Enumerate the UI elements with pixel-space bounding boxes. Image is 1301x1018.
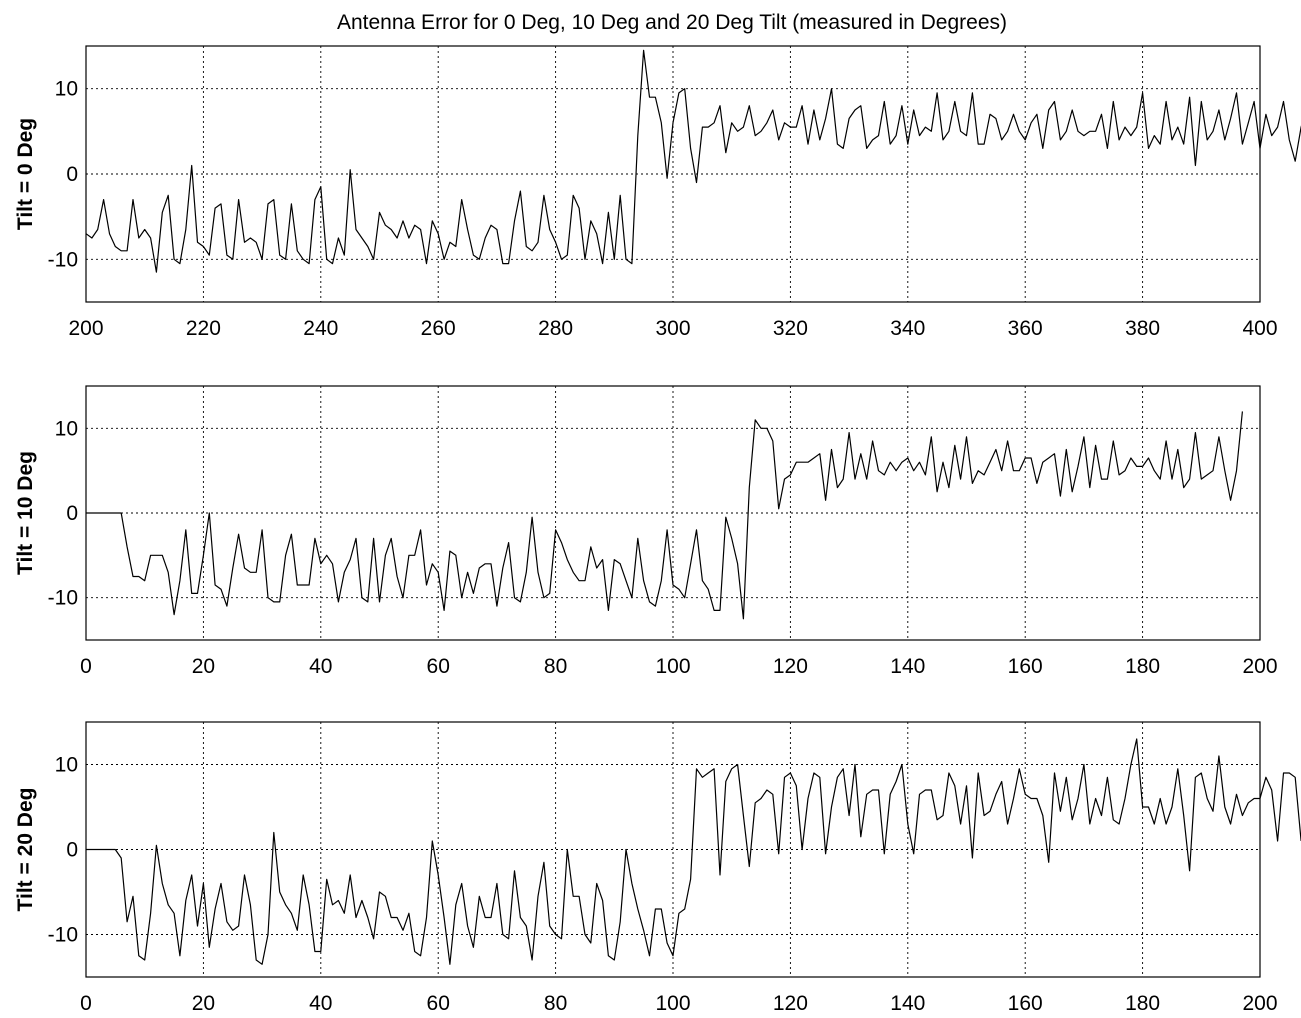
y-tick-label: 10	[55, 417, 78, 440]
y-tick-label: 0	[66, 163, 78, 186]
x-tick-label: 80	[544, 655, 567, 678]
x-tick-label: 0	[80, 992, 92, 1015]
x-tick-label: 260	[421, 317, 456, 340]
x-tick-label: 400	[1242, 317, 1277, 340]
x-tick-label: 120	[773, 992, 808, 1015]
x-tick-label: 100	[655, 655, 690, 678]
series-line	[85, 49, 1301, 273]
x-tick-label: 200	[1242, 655, 1277, 678]
subplot-3: 0 20 40 60 80 100 120 140 160 180 200 -10 0 10 Tilt = …	[14, 721, 1301, 1015]
x-tick-label: 200	[1242, 992, 1277, 1015]
x-tick-label: 140	[890, 992, 925, 1015]
x-tick-label: 240	[303, 317, 338, 340]
x-tick-label: 100	[655, 992, 690, 1015]
y-tick-label: -10	[48, 587, 78, 610]
x-tick-label: 80	[544, 992, 567, 1015]
x-tick-label: 20	[192, 655, 215, 678]
subplot-2: 0 20 40 60 80 100 120 140 160 180 200 -10 0 10 Tilt = …	[14, 385, 1278, 678]
y-tick-label: -10	[48, 248, 78, 271]
y-tick-label: 10	[55, 754, 78, 777]
y-axis-label: Tilt = 10 Deg	[14, 451, 37, 575]
x-tick-label: 220	[186, 317, 221, 340]
x-tick-label: 20	[192, 992, 215, 1015]
x-tick-label: 160	[1008, 992, 1043, 1015]
x-tick-label: 40	[309, 992, 332, 1015]
x-tick-label: 340	[890, 317, 925, 340]
x-tick-label: 200	[68, 317, 103, 340]
x-tick-label: 0	[80, 655, 92, 678]
y-tick-label: 10	[55, 78, 78, 101]
x-tick-label: 180	[1125, 655, 1160, 678]
series-line	[86, 411, 1243, 620]
subplot-group: 200 220 240 260 280 300 320 340 360 380 400-10010T…	[14, 45, 1301, 1015]
x-tick-label: 320	[773, 317, 808, 340]
x-tick-label: 60	[427, 992, 450, 1015]
y-axis-label: Tilt = 0 Deg	[14, 118, 37, 230]
x-tick-label: 300	[655, 317, 690, 340]
y-tick-label: -10	[48, 924, 78, 947]
subplot-1: 200 220 240 260 280 300 320 340 360 380 400 -10 0 10 T…	[14, 45, 1301, 340]
chart-title: Antenna Error for 0 Deg, 10 Deg and 20 D…	[337, 11, 1007, 34]
x-tick-label: 160	[1008, 655, 1043, 678]
x-tick-label: 140	[890, 655, 925, 678]
x-tick-label: 60	[427, 655, 450, 678]
x-tick-label: 120	[773, 655, 808, 678]
y-tick-label: 0	[66, 502, 78, 525]
y-tick-label: 0	[66, 839, 78, 862]
series-line	[86, 738, 1301, 965]
x-tick-label: 180	[1125, 992, 1160, 1015]
x-tick-label: 40	[309, 655, 332, 678]
x-tick-label: 380	[1125, 317, 1160, 340]
x-tick-label: 360	[1008, 317, 1043, 340]
x-tick-label: 280	[538, 317, 573, 340]
y-axis-label: Tilt = 20 Deg	[14, 788, 37, 912]
